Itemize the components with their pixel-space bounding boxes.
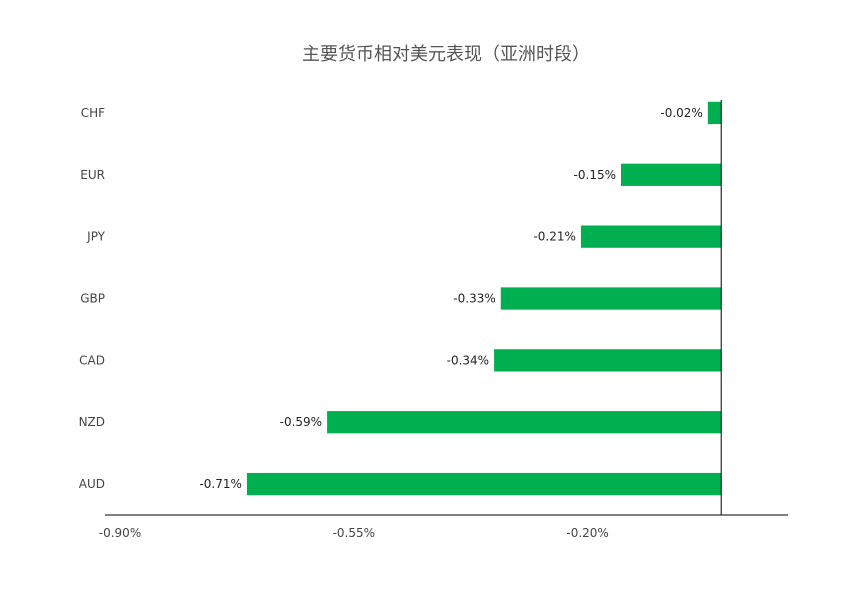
category-label-gbp: GBP [80,292,105,306]
bars-layer [246,101,722,496]
bar-eur [621,163,722,186]
axes-layer: -0.90% -0.55% -0.20% [99,100,788,540]
category-label-chf: CHF [81,106,105,120]
category-label-eur: EUR [80,168,105,182]
bar-gbp [500,287,722,310]
data-label-nzd: -0.59% [280,415,322,429]
data-label-cad: -0.34% [447,353,489,367]
data-label-gbp: -0.33% [453,292,495,306]
category-label-nzd: NZD [79,415,105,429]
x-tick-label: -0.90% [99,526,141,540]
bar-cad [494,349,722,372]
data-label-eur: -0.15% [574,168,616,182]
x-tick-label: -0.20% [566,526,608,540]
bar-chf [707,101,722,125]
data-label-aud: -0.71% [199,477,241,491]
data-label-jpy: -0.21% [533,230,575,244]
bar-jpy [580,225,722,248]
data-label-chf: -0.02% [660,106,702,120]
bar-aud [246,472,722,496]
x-tick-label: -0.55% [333,526,375,540]
labels-layer: CHF -0.02% EUR -0.15% JPY -0.21% GBP -0.33% CAD -… [79,106,703,491]
category-label-cad: CAD [79,353,105,367]
chart-title: 主要货币相对美元表现（亚洲时段） [302,44,590,65]
bar-nzd [327,411,722,434]
category-label-aud: AUD [79,477,105,491]
category-label-jpy: JPY [86,230,106,244]
